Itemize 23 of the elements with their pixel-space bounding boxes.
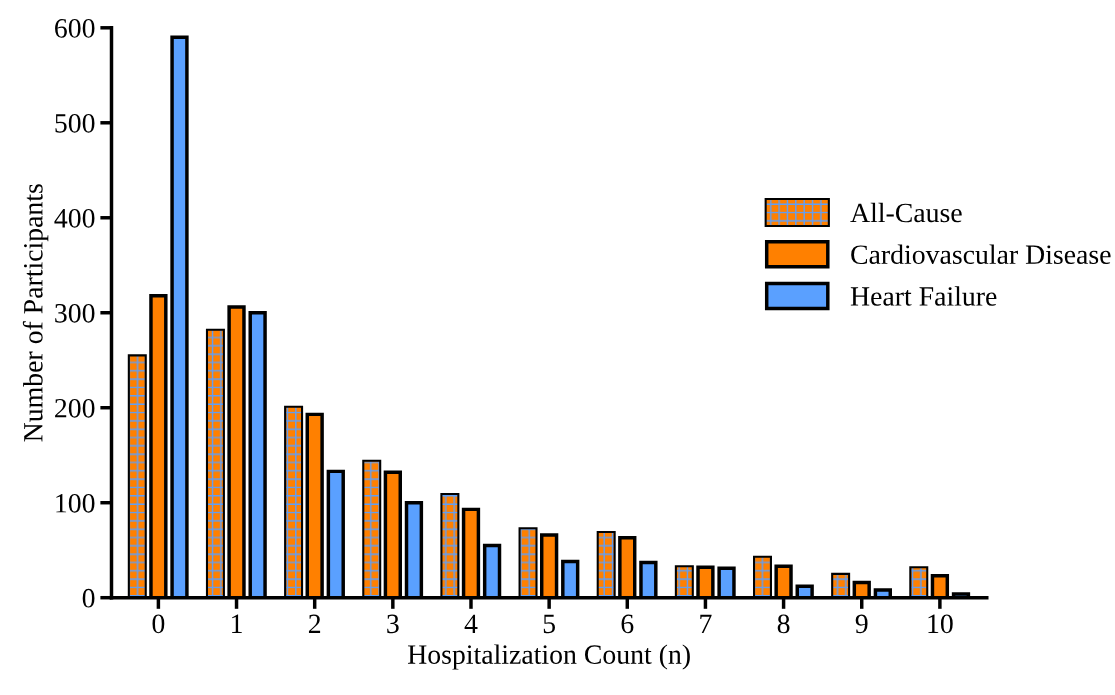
y-tick-label: 500 [55,113,95,133]
x-tick-label: 6 [621,614,634,634]
y-tick-label: 0 [82,588,95,608]
legend-label: All-Cause [850,202,962,223]
x-tick-label: 1 [232,614,242,633]
legend-label: Cardiovascular Disease [851,244,1111,265]
x-tick-label: 2 [308,614,321,633]
legend-label: Heart Failure [850,286,997,306]
x-tick-label: 10 [928,614,953,634]
y-tick-label: 200 [55,398,95,418]
x-tick-label: 5 [543,614,555,634]
x-tick-label: 0 [152,614,165,634]
x-tick-label: 4 [464,614,478,633]
y-axis-title: Number of Participants [22,184,49,442]
y-tick-label: 600 [55,18,95,38]
x-tick-label: 3 [387,614,399,634]
x-tick-label: 8 [777,614,790,634]
y-tick-label: 400 [54,208,95,228]
x-tick-label: 9 [855,614,868,634]
x-tick-label: 7 [700,614,712,633]
y-tick-label: 100 [56,493,95,513]
x-axis-title: Hospitalization Count (n) [407,644,690,670]
y-tick-label: 300 [55,303,95,323]
